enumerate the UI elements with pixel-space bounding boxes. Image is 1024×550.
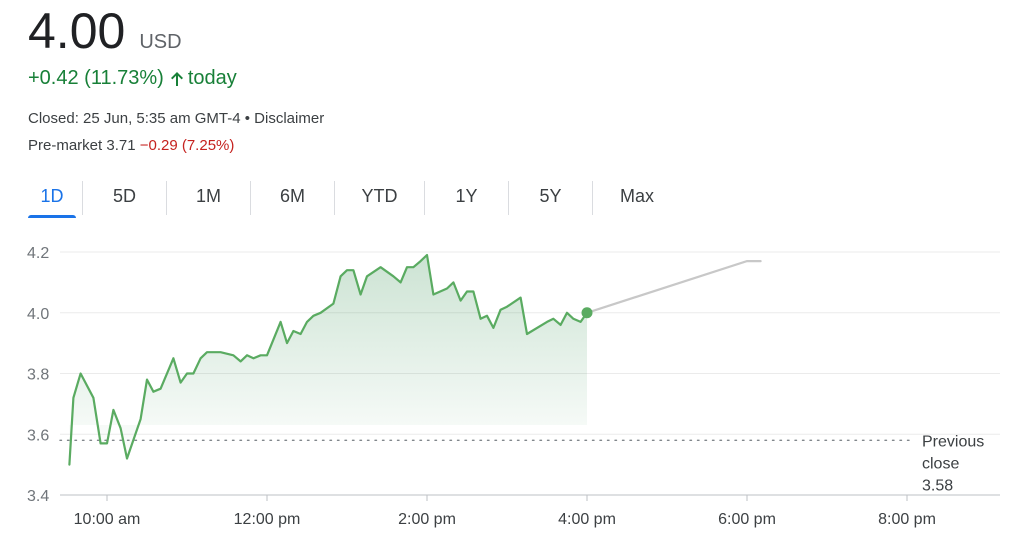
tab-divider: [82, 181, 83, 215]
change-value: +0.42 (11.73%): [28, 67, 164, 89]
change-period: today: [187, 67, 237, 89]
previous-close-label: Previous: [922, 433, 984, 450]
market-status: Closed: 25 Jun, 5:35 am GMT-4 • Disclaim…: [28, 110, 325, 127]
previous-close-label: close: [922, 455, 959, 472]
tab-divider: [334, 181, 335, 215]
y-tick-label: 4.2: [27, 245, 49, 262]
current-price: 4.00: [28, 3, 126, 59]
tab-1y[interactable]: 1Y: [455, 185, 478, 206]
y-tick-label: 4.0: [27, 306, 49, 323]
tab-divider: [508, 181, 509, 215]
price-line: [68, 253, 589, 466]
tab-divider: [592, 181, 593, 215]
tab-1d[interactable]: 1D: [22, 178, 82, 218]
current-price-dot: [581, 307, 593, 319]
price-area: [69, 255, 587, 465]
extended-hours-line: [585, 260, 762, 314]
tab-divider: [250, 181, 251, 215]
premarket-quote: Pre-market 3.71 −0.29 (7.25%): [28, 137, 234, 154]
x-tick-label: 10:00 am: [74, 511, 141, 528]
x-tick-label: 2:00 pm: [398, 511, 456, 528]
tab-divider: [424, 181, 425, 215]
arrow-up-icon: [170, 71, 184, 87]
y-tick-label: 3.4: [27, 488, 49, 505]
tab-5y[interactable]: 5Y: [539, 185, 562, 206]
x-tick-label: 8:00 pm: [878, 511, 936, 528]
currency-label: USD: [139, 31, 182, 53]
time-range-tabs: 1D 5D 1M 6M YTD 1Y 5Y Max: [22, 178, 681, 218]
premarket-label: Pre-market 3.71: [28, 137, 136, 154]
tab-6m[interactable]: 6M: [279, 185, 305, 206]
previous-close-label: 3.58: [922, 477, 953, 494]
tab-max[interactable]: Max: [619, 185, 654, 206]
x-tick-label: 6:00 pm: [718, 511, 776, 528]
price-chart[interactable]: 4.2 4.0 3.8 3.6 3.4 10:00 am 12:00 pm 2:00 pm 4:…: [0, 230, 1024, 550]
price-change: +0.42 (11.73%) today: [28, 67, 237, 90]
price-header: 4.00 USD: [28, 2, 182, 60]
y-tick-label: 3.8: [27, 367, 49, 384]
x-tick-label: 12:00 pm: [234, 511, 301, 528]
premarket-change: −0.29 (7.25%): [139, 137, 235, 154]
tab-ytd[interactable]: YTD: [361, 185, 398, 206]
y-tick-label: 3.6: [27, 427, 49, 444]
tab-divider: [166, 181, 167, 215]
tab-1m[interactable]: 1M: [195, 185, 221, 206]
tab-5d[interactable]: 5D: [112, 185, 136, 206]
x-tick-label: 4:00 pm: [558, 511, 616, 528]
